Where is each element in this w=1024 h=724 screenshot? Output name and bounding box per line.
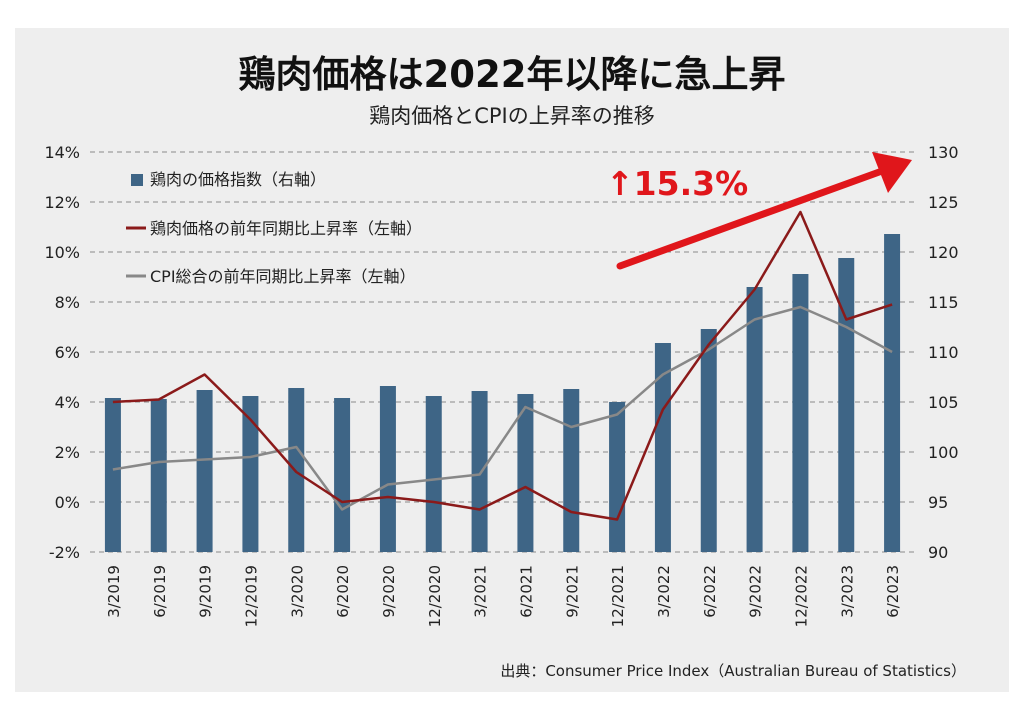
right-axis-tick-label: 95	[928, 493, 948, 512]
legend-label-cpi-line: CPI総合の前年同期比上昇率（左軸）	[150, 267, 416, 286]
left-axis-tick-label: 4%	[55, 393, 80, 412]
chicken-price-index-bar	[884, 234, 901, 552]
source-note: 出典：Consumer Price Index（Australian Burea…	[500, 662, 966, 680]
x-axis-tick-label: 9/2020	[380, 565, 398, 618]
left-axis-tick-label: 10%	[44, 243, 80, 262]
chicken-price-index-bar	[517, 394, 534, 552]
right-axis-tick-label: 120	[928, 243, 959, 262]
left-axis-tick-label: 6%	[55, 343, 80, 362]
x-axis-tick-label: 3/2020	[288, 565, 306, 618]
chicken-price-index-bar	[379, 386, 396, 552]
x-axis-tick-label: 3/2021	[472, 565, 490, 618]
x-axis-tick-label: 9/2019	[197, 565, 215, 618]
left-axis-tick-label: 0%	[55, 493, 80, 512]
chicken-price-index-bar	[334, 398, 351, 552]
x-axis-tick-label: 3/2023	[838, 565, 856, 618]
right-axis-tick-label: 90	[928, 543, 948, 562]
chicken-price-index-bar	[196, 390, 213, 552]
chicken-price-index-bar	[563, 389, 580, 552]
trend-arrow-head	[872, 152, 912, 193]
x-axis-tick-label: 3/2019	[105, 565, 123, 618]
right-axis-tick-label: 125	[928, 193, 959, 212]
chicken-price-index-bar	[700, 329, 717, 552]
x-axis-tick-label: 6/2019	[151, 565, 169, 618]
x-axis-tick-label: 6/2022	[701, 565, 719, 618]
chart-subtitle: 鶏肉価格とCPIの上昇率の推移	[369, 104, 655, 128]
right-axis-tick-label: 110	[928, 343, 959, 362]
x-axis-tick-label: 12/2019	[242, 565, 260, 627]
legend-swatch-bar	[131, 174, 143, 186]
right-axis-tick-label: 115	[928, 293, 959, 312]
right-axis-tick-label: 130	[928, 143, 959, 162]
chicken-price-index-bar	[150, 399, 167, 552]
chicken-price-index-bar	[746, 287, 763, 552]
x-axis-tick-label: 9/2022	[747, 565, 765, 618]
chicken-price-index-bar	[609, 402, 626, 552]
chicken-price-index-bar	[471, 391, 488, 552]
chicken-price-index-bar	[104, 398, 121, 552]
left-axis-tick-label: 2%	[55, 443, 80, 462]
x-axis-tick-label: 6/2020	[334, 565, 352, 618]
chicken-price-index-bar	[425, 396, 442, 552]
chicken-price-index-bar	[242, 396, 259, 552]
right-axis-tick-label: 105	[928, 393, 959, 412]
legend-label-chicken-line: 鶏肉価格の前年同期比上昇率（左軸）	[150, 219, 422, 238]
x-axis-tick-label: 12/2020	[426, 565, 444, 627]
chicken-price-index-bar	[792, 274, 809, 552]
x-axis-tick-label: 3/2022	[655, 565, 673, 618]
trend-arrow-shaft	[616, 167, 886, 270]
left-axis-tick-label: -2%	[49, 543, 80, 562]
chicken-price-index-bar	[654, 343, 671, 552]
x-axis-tick-label: 6/2021	[517, 565, 535, 618]
left-axis-tick-label: 8%	[55, 293, 80, 312]
chicken-price-index-bar	[838, 258, 855, 552]
x-axis-tick-label: 6/2023	[884, 565, 902, 618]
chicken-yoy-line	[112, 210, 893, 521]
right-axis-tick-label: 100	[928, 443, 959, 462]
chicken-price-index-bar	[288, 388, 305, 552]
cpi-yoy-line	[112, 305, 893, 511]
x-axis-tick-label: 12/2022	[792, 565, 810, 627]
left-axis-tick-label: 12%	[44, 193, 80, 212]
chart-title: 鶏肉価格は2022年以降に急上昇	[238, 53, 786, 96]
legend-label-bar: 鶏肉の価格指数（右軸）	[150, 170, 326, 189]
growth-annotation: ↑15.3%	[606, 164, 748, 203]
left-axis-tick-label: 14%	[44, 143, 80, 162]
x-axis-tick-label: 12/2021	[609, 565, 627, 627]
x-axis-tick-label: 9/2021	[563, 565, 581, 618]
